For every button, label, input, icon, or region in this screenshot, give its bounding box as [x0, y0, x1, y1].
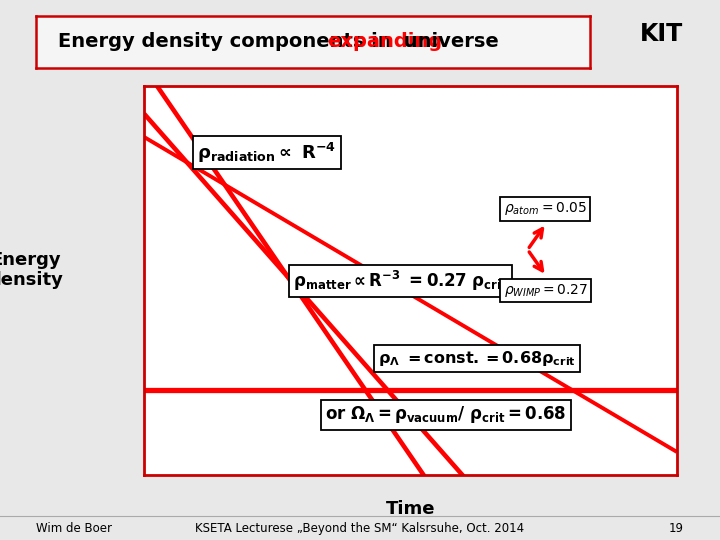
Text: Energy density components in: Energy density components in [58, 32, 399, 51]
Text: Time: Time [386, 501, 435, 518]
Text: $\rho_{atom}$$=0.05$: $\rho_{atom}$$=0.05$ [504, 200, 587, 218]
Text: KIT: KIT [640, 22, 683, 46]
Text: $\mathbf{\rho_{\Lambda}}$ $\mathbf{=const. =0.68\rho_{crit}}$: $\mathbf{\rho_{\Lambda}}$ $\mathbf{=cons… [379, 349, 576, 368]
Text: expanding: expanding [327, 32, 442, 51]
FancyBboxPatch shape [598, 16, 698, 68]
Text: $\mathbf{or\ \Omega_{\Lambda} = \rho_{vacuum}/\ \rho_{crit} =0.68}$: $\mathbf{or\ \Omega_{\Lambda} = \rho_{va… [325, 404, 567, 426]
Text: $\rho_{WIMP}$$=0.27$: $\rho_{WIMP}$$=0.27$ [504, 282, 588, 299]
Text: universe: universe [397, 32, 499, 51]
Text: $\mathbf{\rho}_{\mathbf{radiation}}$$\mathbf{\propto}$ $\mathbf{R^{-4}}$: $\mathbf{\rho}_{\mathbf{radiation}}$$\ma… [197, 140, 336, 165]
Text: $\mathbf{\rho}_{\mathbf{matter}}$$\mathbf{\propto R^{-3}}$ $\mathbf{=0.27\ \rho_: $\mathbf{\rho}_{\mathbf{matter}}$$\mathb… [293, 269, 508, 293]
Text: Energy
density: Energy density [0, 251, 63, 289]
Text: 19: 19 [669, 522, 684, 535]
Text: KSETA Lecturese „Beyond the SM“ Kalsrsuhe, Oct. 2014: KSETA Lecturese „Beyond the SM“ Kalsrsuh… [195, 522, 525, 535]
Text: Wim de Boer: Wim de Boer [36, 522, 112, 535]
